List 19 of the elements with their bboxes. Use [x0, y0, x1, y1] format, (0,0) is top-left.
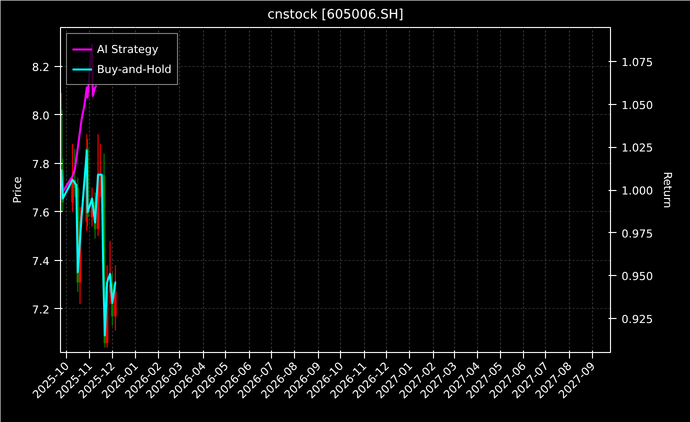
legend-label: AI Strategy [97, 42, 158, 56]
y2-tick-label: 1.075 [622, 56, 653, 70]
y2-tick-label: 1.000 [622, 184, 653, 198]
y-tick-label: 7.2 [32, 303, 50, 316]
y-tick-label: 7.4 [32, 254, 50, 268]
legend-label: Buy-and-Hold [97, 62, 172, 76]
y2-axis-title: Return [660, 172, 674, 208]
y2-tick-label: 0.925 [622, 312, 653, 326]
y-tick-label: 7.6 [32, 206, 50, 220]
y2-tick-label: 1.050 [622, 98, 653, 112]
y-axis-title: Price [11, 176, 24, 204]
line-series [60, 150, 118, 336]
y-tick-label: 8.0 [32, 109, 50, 122]
y2-tick-label: 0.975 [622, 227, 653, 240]
chart-title: cnstock [605006.SH] [268, 8, 404, 22]
y-tick-label: 8.2 [32, 60, 50, 74]
y2-tick-label: 0.950 [622, 270, 653, 284]
y-tick-label: 7.8 [32, 158, 50, 171]
y2-tick-label: 1.025 [622, 142, 653, 155]
